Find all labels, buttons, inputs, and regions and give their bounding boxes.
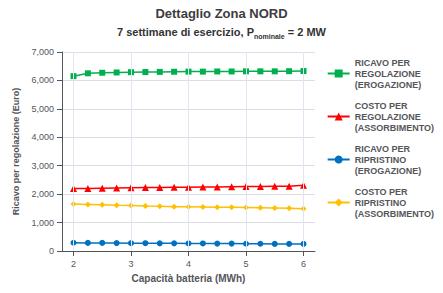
svg-text:(EROGAZIONE): (EROGAZIONE) bbox=[355, 80, 422, 90]
svg-text:3: 3 bbox=[128, 259, 133, 269]
svg-text:(EROGAZIONE): (EROGAZIONE) bbox=[355, 166, 422, 176]
svg-text:RICAVO PER: RICAVO PER bbox=[355, 144, 411, 154]
svg-text:7 settimane di esercizio, P: 7 settimane di esercizio, P bbox=[117, 26, 254, 38]
svg-text:RIPRISTINO: RIPRISTINO bbox=[355, 198, 407, 208]
svg-text:(ASSORBIMENTO): (ASSORBIMENTO) bbox=[355, 123, 434, 133]
svg-text:7,000: 7,000 bbox=[31, 47, 54, 57]
svg-text:3,000: 3,000 bbox=[31, 161, 54, 171]
svg-text:4,000: 4,000 bbox=[31, 132, 54, 142]
svg-text:4: 4 bbox=[186, 259, 191, 269]
svg-text:= 2 MW: = 2 MW bbox=[285, 26, 327, 38]
svg-text:COSTO PER: COSTO PER bbox=[355, 101, 408, 111]
svg-text:(ASSORBIMENTO): (ASSORBIMENTO) bbox=[355, 209, 434, 219]
svg-text:2: 2 bbox=[71, 259, 76, 269]
svg-text:5,000: 5,000 bbox=[31, 104, 54, 114]
svg-text:6: 6 bbox=[301, 259, 306, 269]
svg-text:Ricavo per regolazione (Euro): Ricavo per regolazione (Euro) bbox=[11, 88, 21, 216]
svg-text:6,000: 6,000 bbox=[31, 75, 54, 85]
svg-text:REGOLAZIONE: REGOLAZIONE bbox=[355, 69, 421, 79]
svg-text:Capacità batteria (MWh): Capacità batteria (MWh) bbox=[132, 273, 246, 284]
svg-text:1,000: 1,000 bbox=[31, 218, 54, 228]
svg-text:2,000: 2,000 bbox=[31, 189, 54, 199]
svg-text:0: 0 bbox=[49, 246, 54, 256]
svg-text:REGOLAZIONE: REGOLAZIONE bbox=[355, 112, 421, 122]
svg-text:RIPRISTINO: RIPRISTINO bbox=[355, 155, 407, 165]
svg-text:COSTO PER: COSTO PER bbox=[355, 187, 408, 197]
svg-text:nominale: nominale bbox=[254, 33, 285, 40]
svg-text:RICAVO PER: RICAVO PER bbox=[355, 58, 411, 68]
svg-text:Dettaglio Zona NORD: Dettaglio Zona NORD bbox=[155, 6, 287, 21]
svg-text:5: 5 bbox=[243, 259, 248, 269]
